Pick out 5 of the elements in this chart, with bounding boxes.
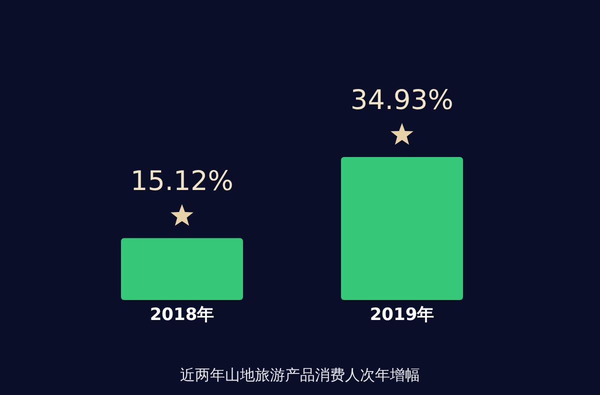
data-label: 15.12% xyxy=(130,166,234,198)
x-tick-label: 2019年 xyxy=(370,305,434,326)
x-tick-label: 2018年 xyxy=(150,305,214,326)
data-label: 34.93% xyxy=(350,85,454,116)
text: 近两年山地旅游产品消费人次年增幅 xyxy=(179,366,421,385)
